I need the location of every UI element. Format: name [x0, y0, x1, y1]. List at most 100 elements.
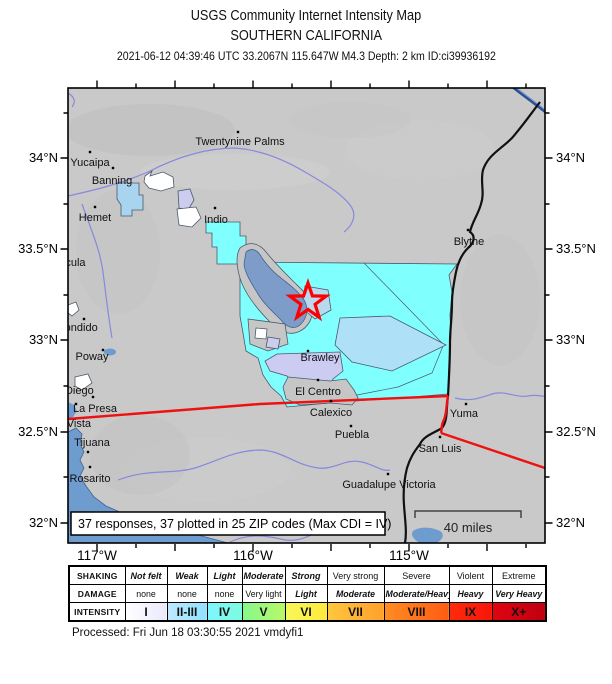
- legend-shaking-cell: Extreme: [491, 565, 547, 585]
- zip-boundary: [351, 345, 444, 397]
- legend-shaking-cell: Violent: [448, 565, 493, 585]
- bottom-major-ticks: [96, 544, 488, 551]
- zip-intensity-ii: [265, 336, 281, 350]
- legend-row-damage: DAMAGE none none none Very light Light M…: [68, 584, 547, 603]
- city-dot: [213, 206, 217, 210]
- legend-damage-cell: none: [166, 584, 208, 603]
- city-dot: [306, 349, 310, 353]
- lon-label: 117°W: [77, 548, 117, 563]
- city-dot: [74, 402, 78, 406]
- city-label-banning: Banning: [92, 175, 132, 187]
- zip-boundary: [363, 262, 444, 345]
- san-diego-bay: [68, 402, 77, 419]
- zip-intensity-i: [176, 206, 202, 228]
- city-dot: [93, 205, 97, 209]
- legend-damage-cell: none: [206, 584, 243, 603]
- lake: [104, 348, 116, 356]
- legend-row-intensity: INTENSITY I II-III IV V VI VII VIII IX X…: [68, 602, 547, 622]
- city-label-rosarito: Rosarito: [70, 473, 111, 485]
- city-dot: [82, 317, 86, 321]
- city-dot: [86, 450, 90, 454]
- responses-box: 37 responses, 37 plotted in 25 ZIP codes…: [70, 511, 391, 536]
- city-label-blythe: Blythe: [454, 236, 485, 248]
- city-dot: [386, 472, 390, 476]
- map-frame: [67, 87, 546, 544]
- legend-header-damage: DAMAGE: [68, 584, 126, 603]
- epicenter-star-icon: [285, 278, 331, 322]
- zip-intensity-iv-indio: [205, 221, 247, 265]
- city-label-san-luis: San Luis: [419, 443, 462, 455]
- zip-intensity-i: [68, 301, 80, 317]
- city-label-brawley: Brawley: [300, 352, 340, 364]
- lat-label-left: 34°N: [29, 150, 58, 165]
- legend-shaking-cell: Moderate: [241, 565, 286, 585]
- city-label-twentynine-palms: Twentynine Palms: [195, 136, 285, 148]
- city-dot: [236, 130, 240, 134]
- legend-header-shaking: SHAKING: [68, 565, 126, 585]
- legend-intensity-cell: IX: [448, 602, 493, 622]
- legend-shaking-cell: Weak: [166, 565, 208, 585]
- city-dot: [91, 395, 95, 399]
- legend-damage-cell: Very Heavy: [491, 584, 547, 603]
- city-label-san-diego: San Diego: [42, 385, 93, 397]
- lat-label-left: 33.5°N: [18, 241, 58, 256]
- lat-label-left: 33°N: [29, 332, 58, 347]
- city-dots: [74, 130, 470, 476]
- zip-intensity-i: [74, 373, 93, 391]
- lake: [411, 527, 443, 543]
- city-label-escondido: Escondido: [46, 322, 97, 334]
- legend-shaking-cell: Light: [206, 565, 243, 585]
- region-title: SOUTHERN CALIFORNIA: [230, 28, 382, 44]
- city-label-guadalupe-victoria: Guadalupe Victoria: [342, 479, 436, 491]
- lat-label-right: 34°N: [556, 150, 585, 165]
- salton-sea: [243, 249, 308, 328]
- axis-ticks: [60, 80, 553, 551]
- city-dot: [466, 228, 470, 232]
- legend-damage-cell: Very light: [241, 584, 286, 603]
- legend-damage-cell: Moderate/Heavy: [383, 584, 450, 603]
- legend-header-intensity: INTENSITY: [68, 602, 126, 622]
- city-label-calexico: Calexico: [310, 407, 352, 419]
- zip-intensity-ii: [177, 188, 195, 211]
- legend-damage-cell: Moderate: [326, 584, 385, 603]
- legend-shaking-cell: Very strong: [326, 565, 385, 585]
- lat-label-left: 32°N: [29, 515, 58, 530]
- lat-label-right: 33.5°N: [556, 241, 596, 256]
- city-label-indio: Indio: [204, 214, 228, 226]
- colorado-river-highlight: [515, 88, 545, 111]
- lon-label: 116°W: [233, 548, 273, 563]
- city-dot: [101, 348, 105, 352]
- mexico-border: [68, 394, 545, 470]
- lat-label-right: 32.5°N: [556, 424, 596, 439]
- city-dot: [111, 166, 115, 170]
- city-label-hemet: Hemet: [79, 212, 111, 224]
- city-label-tijuana: Tijuana: [74, 437, 111, 449]
- city-label-yucaipa: Yucaipa: [70, 157, 110, 169]
- hillshade-texture: [68, 102, 540, 502]
- city-label-temecula: Temecula: [38, 257, 86, 269]
- zip-gray-el-centro: [282, 376, 359, 406]
- state-border: [402, 101, 541, 543]
- city-label-chula-vista: Chula Vista: [35, 418, 92, 430]
- left-major-ticks: [60, 157, 68, 524]
- legend-intensity-cell: VI: [284, 602, 328, 622]
- zip-intensity-i: [143, 169, 175, 192]
- legend-damage-cell: none: [124, 584, 168, 603]
- top-major-ticks: [96, 80, 488, 88]
- city-label-el-centro: El Centro: [295, 386, 341, 398]
- bottom-minor-ticks: [135, 544, 527, 548]
- top-minor-ticks: [135, 83, 527, 88]
- zip-intensity-iii-banning: [116, 182, 144, 217]
- colorado-river: [511, 88, 545, 114]
- lon-label: 115°W: [389, 548, 429, 563]
- legend-intensity-cell: II-III: [166, 602, 208, 622]
- city-dot: [88, 465, 92, 469]
- left-minor-ticks: [63, 112, 68, 478]
- city-dot: [88, 150, 92, 154]
- legend-intensity-cell: VIII: [383, 602, 450, 622]
- lat-label-left: 32.5°N: [18, 424, 58, 439]
- legend-shaking-cell: Severe: [383, 565, 450, 585]
- city-dot: [464, 402, 468, 406]
- right-minor-ticks: [545, 112, 550, 478]
